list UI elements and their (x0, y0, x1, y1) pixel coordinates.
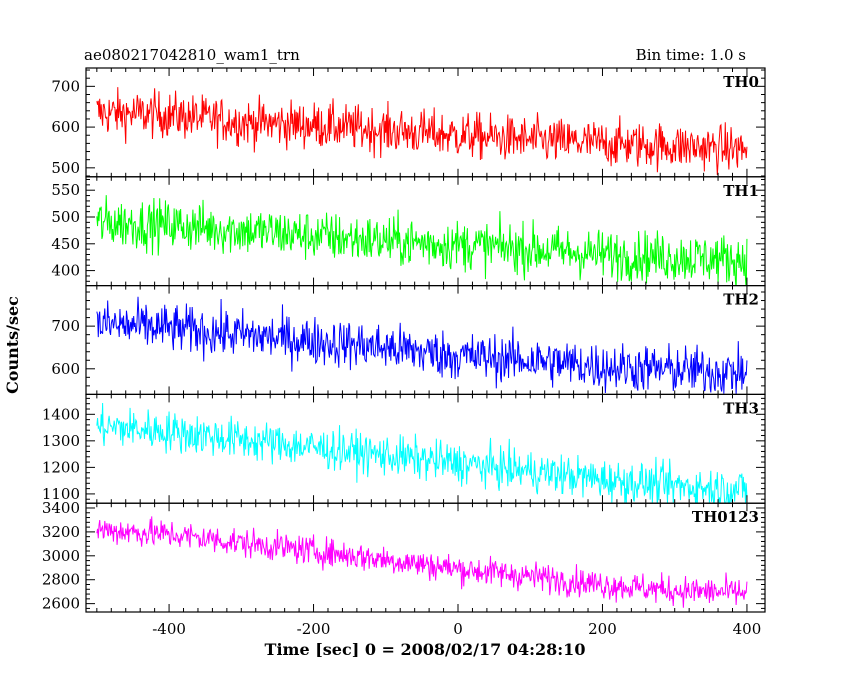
y-tick-label: 500 (51, 208, 80, 226)
series-th0123 (96, 516, 748, 608)
series-th2 (96, 296, 748, 395)
y-tick-label: 1100 (42, 485, 80, 503)
y-tick-label: 1200 (42, 458, 80, 476)
chart-title: ae080217042810_wam1_trn (84, 46, 300, 64)
panel-frame (85, 393, 766, 504)
bin-time-label: Bin time: 1.0 s (636, 46, 746, 64)
y-tick-label: 600 (51, 118, 80, 136)
panel-frame (85, 502, 766, 613)
y-tick-label: 700 (51, 77, 80, 95)
y-tick-label: 700 (51, 317, 80, 335)
panel-th1: 400 450 500 550 TH1 (51, 176, 766, 287)
y-tick-label: 3000 (42, 547, 80, 565)
panel-th2: 600 700 TH2 (51, 285, 766, 396)
y-tick-label: 3400 (42, 499, 80, 517)
panel-th0123: 2600 2800 3000 3200 3400 TH0123 (42, 499, 766, 613)
panel-frame (85, 285, 766, 396)
x-tick-label: -200 (297, 620, 331, 638)
panel-th3: 1100 1200 1300 1400 TH3 (42, 393, 766, 504)
y-tick-label: 2600 (42, 595, 80, 613)
x-tick-label: 0 (453, 620, 463, 638)
panel-label: TH0 (723, 73, 759, 91)
x-tick-label: 200 (588, 620, 617, 638)
y-tick-label: 1300 (42, 432, 80, 450)
y-tick-label: 550 (51, 181, 80, 199)
y-tick-label: 2800 (42, 571, 80, 589)
panels-group: 500 600 700 TH0 400 450 500 550 TH1 600 700 TH2 1100… (42, 67, 766, 613)
y-tick-label: 500 (51, 159, 80, 177)
series-th1 (96, 195, 748, 286)
x-axis-label: Time [sec] 0 = 2008/02/17 04:28:10 (265, 640, 586, 659)
panel-label: TH0123 (692, 508, 759, 526)
panel-th0: 500 600 700 TH0 (51, 67, 766, 178)
series-th0 (96, 87, 748, 175)
y-tick-label: 600 (51, 360, 80, 378)
panel-label: TH3 (723, 399, 759, 417)
x-tick-label: 400 (733, 620, 762, 638)
y-tick-label: 1400 (42, 405, 80, 423)
x-tick-label: -400 (152, 620, 186, 638)
y-axis-label: Counts/sec (3, 296, 22, 394)
y-tick-label: 3200 (42, 523, 80, 541)
series-th3 (96, 402, 748, 504)
panel-label: TH2 (723, 291, 759, 309)
x-axis: -400 -200 0 200 400 (152, 620, 761, 638)
panel-label: TH1 (723, 182, 759, 200)
y-tick-label: 400 (51, 262, 80, 280)
y-tick-label: 450 (51, 235, 80, 253)
